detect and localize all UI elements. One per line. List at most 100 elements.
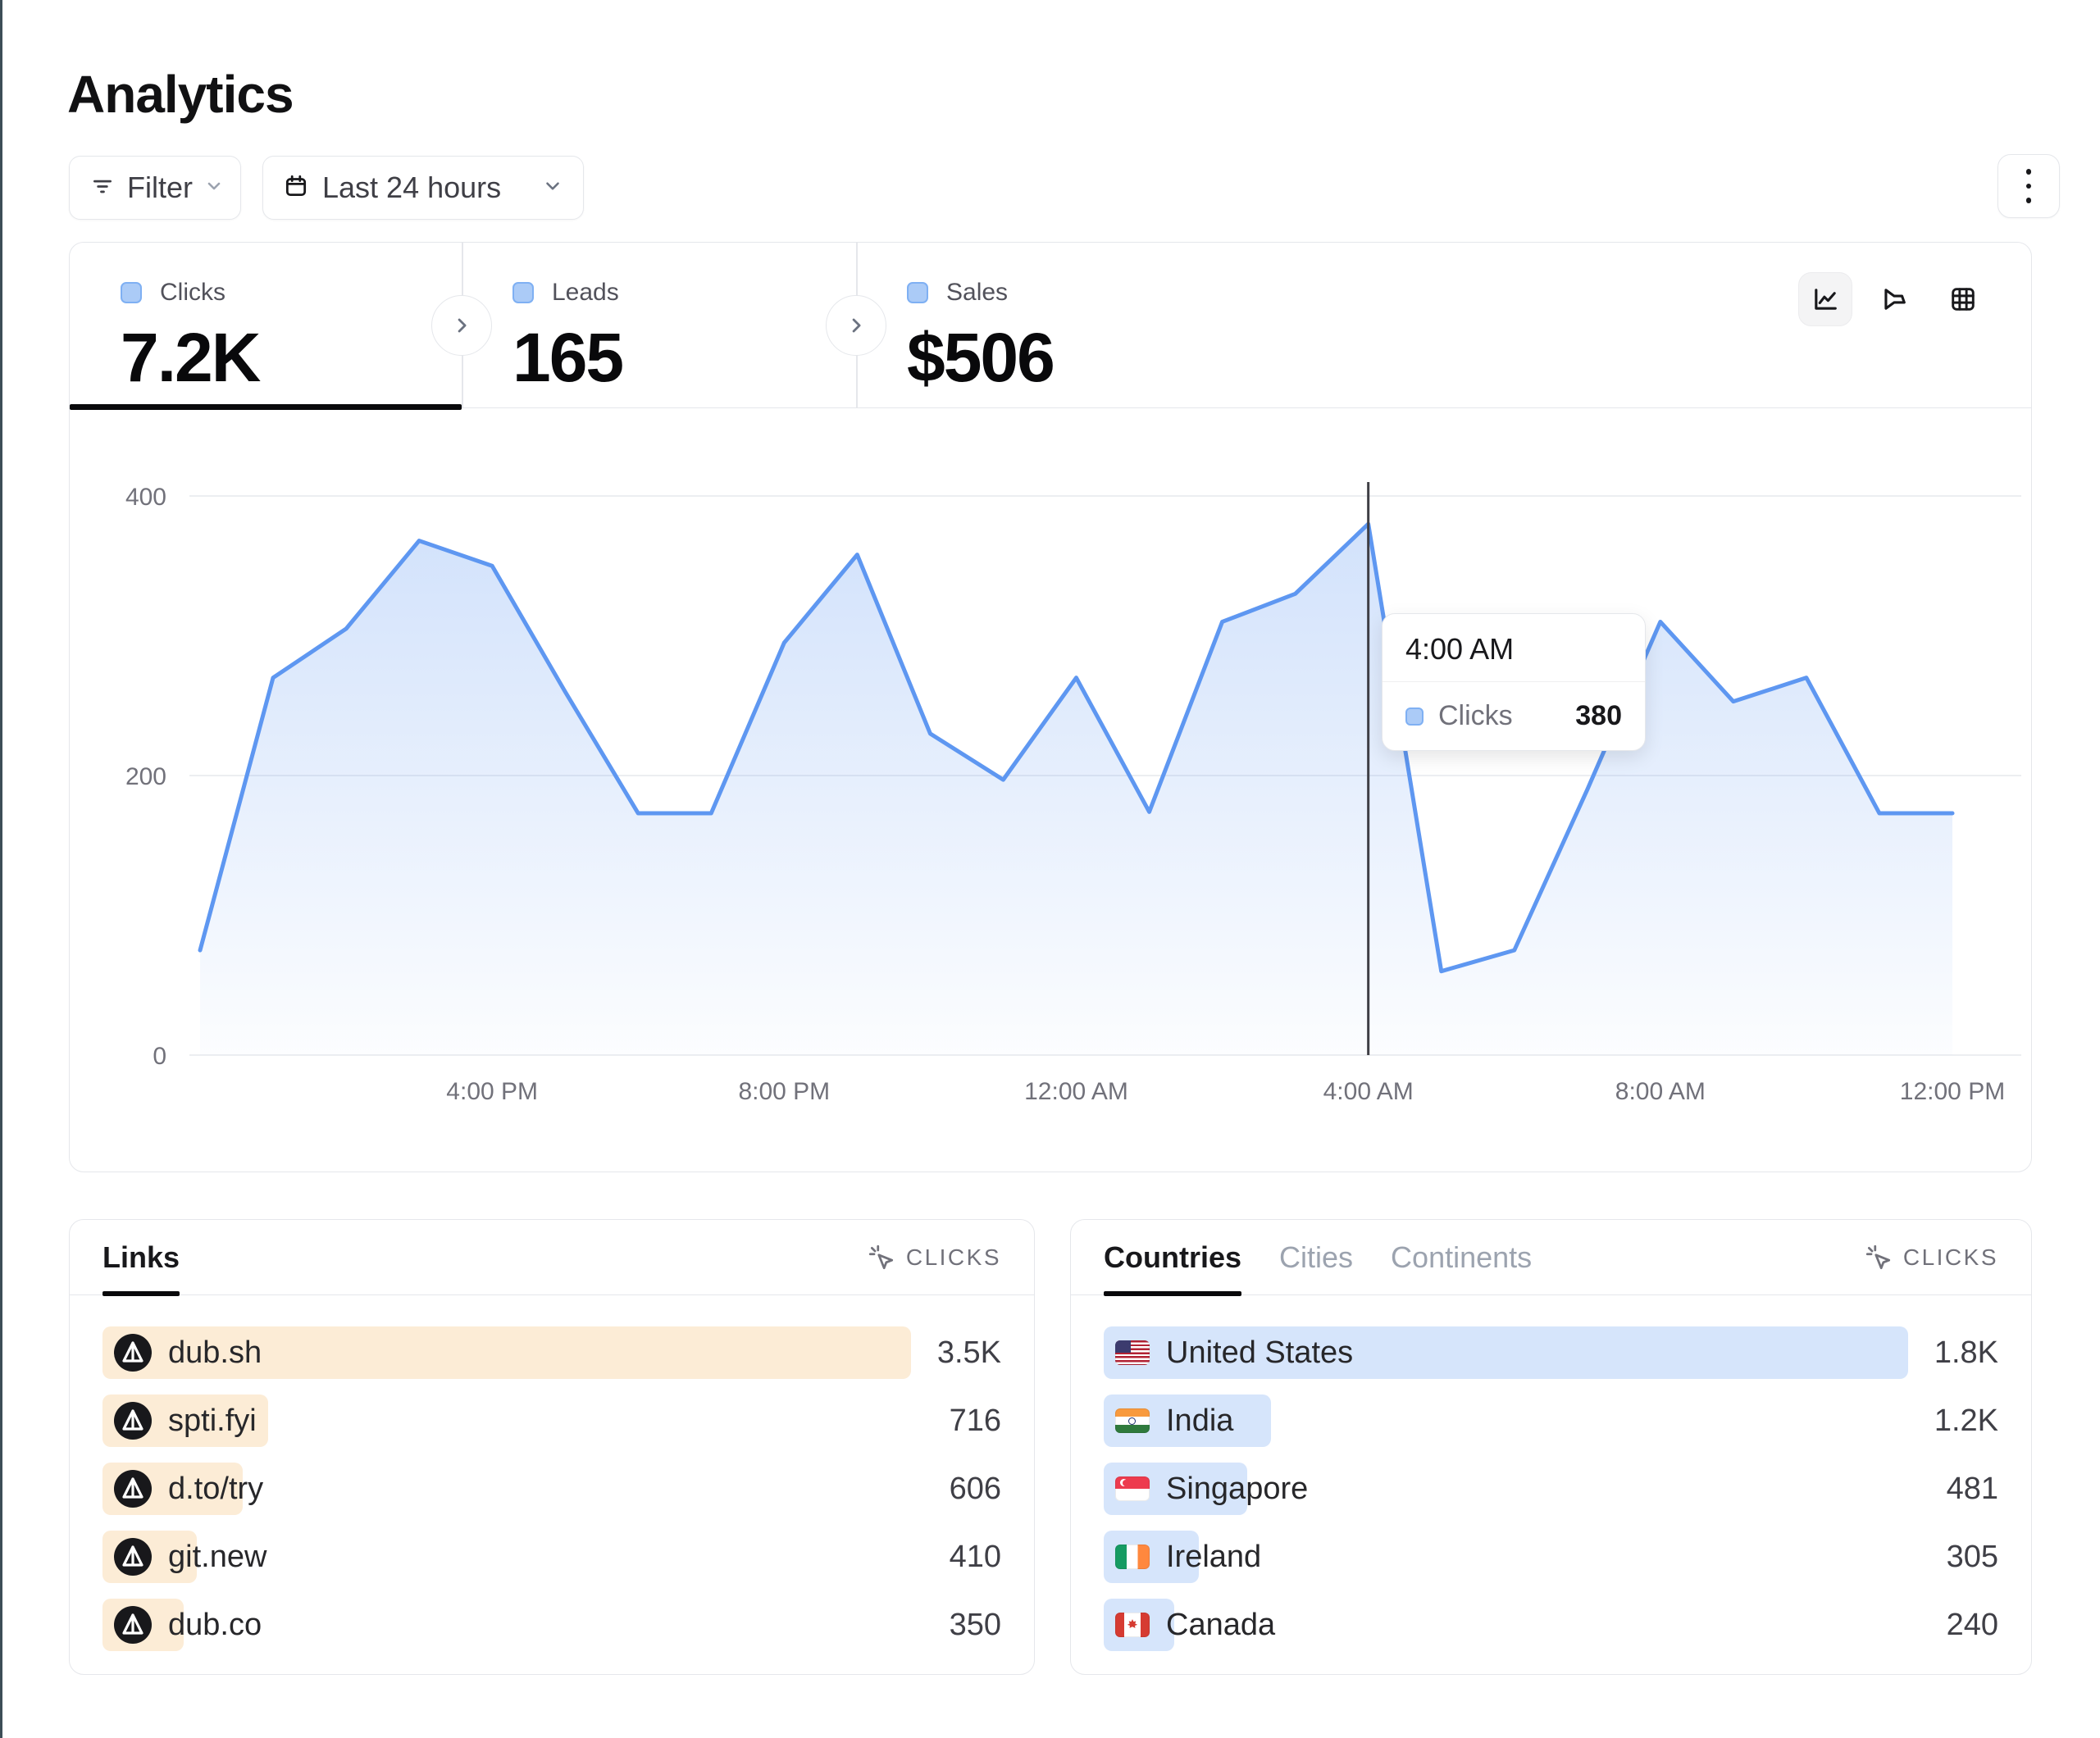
row-bar bbox=[102, 1326, 911, 1379]
tab-sales[interactable]: Sales $506 bbox=[856, 243, 1319, 408]
date-range-button[interactable]: Last 24 hours bbox=[262, 156, 584, 220]
tab-links-label: Links bbox=[102, 1240, 180, 1274]
row-value: 606 bbox=[949, 1471, 1001, 1506]
clicks-line bbox=[198, 521, 1955, 974]
calendar-icon bbox=[283, 173, 309, 203]
funnel-view-button[interactable] bbox=[1867, 272, 1921, 326]
clicks-area-chart[interactable]: 0 200 400 4:00 PM 8:00 PM 12:00 AM 4:00 AM 8:00… bbox=[70, 408, 2033, 1171]
row-value: 716 bbox=[949, 1403, 1001, 1438]
link-favicon bbox=[114, 1538, 152, 1576]
chevron-down-icon bbox=[204, 176, 224, 200]
tooltip-time: 4:00 AM bbox=[1383, 614, 1645, 682]
country-flag-icon bbox=[1115, 1476, 1150, 1501]
link-favicon bbox=[114, 1470, 152, 1508]
list-item[interactable]: India 1.2K bbox=[1104, 1394, 1998, 1447]
table-view-button[interactable] bbox=[1936, 272, 1990, 326]
clicks-tab-value: 7.2K bbox=[121, 319, 261, 396]
chart-view-switcher bbox=[1798, 272, 1990, 326]
tab-leads[interactable]: Leads 165 bbox=[462, 243, 856, 408]
tooltip-legend-square bbox=[1405, 707, 1424, 726]
list-item[interactable]: dub.co 350 bbox=[102, 1599, 1001, 1651]
links-metric-switcher[interactable]: CLICKS bbox=[867, 1220, 1001, 1294]
list-item[interactable]: Canada 240 bbox=[1104, 1599, 1998, 1651]
cursor-click-icon bbox=[1865, 1244, 1890, 1269]
stats-tab-bar: Clicks 7.2K Leads 165 Sales $506 bbox=[70, 243, 2031, 410]
tab-cities-label: Cities bbox=[1279, 1240, 1354, 1274]
tab-links[interactable]: Links bbox=[102, 1220, 180, 1296]
row-label: d.to/try bbox=[168, 1471, 264, 1506]
kebab-dot bbox=[2025, 198, 2032, 203]
line-chart-view-button[interactable] bbox=[1798, 272, 1852, 326]
analytics-card: Clicks 7.2K Leads 165 Sales $506 bbox=[69, 242, 2032, 1172]
active-tab-underline bbox=[70, 404, 462, 410]
window-edge-accent bbox=[0, 0, 2, 1738]
tab-countries[interactable]: Countries bbox=[1104, 1220, 1242, 1296]
cursor-click-icon bbox=[868, 1244, 893, 1269]
country-flag-icon bbox=[1115, 1545, 1150, 1569]
chevron-right-icon bbox=[852, 318, 861, 333]
x-axis-tick: 12:00 PM bbox=[1900, 1078, 2005, 1105]
y-axis-tick: 400 bbox=[125, 484, 166, 511]
row-value: 240 bbox=[1946, 1607, 1998, 1642]
table-grid-icon bbox=[1952, 288, 1975, 311]
clicks-area-fill bbox=[200, 524, 1952, 1055]
filter-icon bbox=[89, 173, 116, 203]
links-panel: Links CLICKS dub.sh 3.5K spti.fyi 716 d.to/t… bbox=[69, 1219, 1035, 1675]
expand-leads-chevron-button[interactable] bbox=[826, 295, 886, 356]
row-label: Ireland bbox=[1166, 1539, 1262, 1574]
tab-clicks[interactable]: Clicks 7.2K bbox=[70, 243, 462, 410]
row-label: Singapore bbox=[1166, 1471, 1309, 1506]
list-item[interactable]: United States 1.8K bbox=[1104, 1326, 1998, 1379]
clicks-tab-label: Clicks bbox=[160, 279, 225, 306]
row-value: 1.2K bbox=[1934, 1403, 1998, 1438]
list-item[interactable]: dub.sh 3.5K bbox=[102, 1326, 1001, 1379]
x-axis-tick: 4:00 AM bbox=[1323, 1078, 1414, 1105]
expand-clicks-chevron-button[interactable] bbox=[431, 295, 492, 356]
funnel-icon bbox=[1884, 289, 1906, 310]
filter-button-label: Filter bbox=[127, 171, 193, 204]
tab-continents[interactable]: Continents bbox=[1391, 1220, 1532, 1294]
y-axis-tick: 200 bbox=[125, 763, 166, 790]
tooltip-series-label: Clicks bbox=[1438, 700, 1513, 731]
x-axis-tick: 8:00 PM bbox=[738, 1078, 830, 1105]
active-tab-underline bbox=[102, 1290, 180, 1296]
more-options-button[interactable] bbox=[1998, 154, 2060, 218]
list-item[interactable]: Ireland 305 bbox=[1104, 1531, 1998, 1583]
x-axis-tick: 4:00 PM bbox=[446, 1078, 538, 1105]
row-value: 410 bbox=[949, 1539, 1001, 1574]
filter-button[interactable]: Filter bbox=[69, 156, 241, 220]
list-item[interactable]: spti.fyi 716 bbox=[102, 1394, 1001, 1447]
row-label: dub.co bbox=[168, 1607, 262, 1642]
row-value: 305 bbox=[1946, 1539, 1998, 1574]
list-item[interactable]: git.new 410 bbox=[102, 1531, 1001, 1583]
kebab-dot bbox=[2025, 169, 2032, 175]
row-bar bbox=[1104, 1326, 1908, 1379]
chevron-down-icon bbox=[542, 175, 563, 201]
row-value: 350 bbox=[949, 1607, 1001, 1642]
list-item[interactable]: d.to/try 606 bbox=[102, 1463, 1001, 1515]
row-label: Canada bbox=[1166, 1607, 1276, 1642]
chart-tooltip: 4:00 AM Clicks 380 bbox=[1382, 613, 1646, 751]
row-label: India bbox=[1166, 1403, 1234, 1438]
leads-tab-label: Leads bbox=[552, 279, 619, 306]
x-axis-tick: 8:00 AM bbox=[1615, 1078, 1706, 1105]
row-label: spti.fyi bbox=[168, 1403, 257, 1438]
list-item[interactable]: Singapore 481 bbox=[1104, 1463, 1998, 1515]
country-flag-icon bbox=[1115, 1340, 1150, 1365]
link-favicon bbox=[114, 1402, 152, 1440]
row-value: 1.8K bbox=[1934, 1335, 1998, 1370]
active-tab-underline bbox=[1104, 1290, 1242, 1296]
row-label: git.new bbox=[168, 1539, 267, 1574]
countries-panel: Countries Cities Continents CLICKS Unite… bbox=[1070, 1219, 2032, 1675]
tooltip-value: 380 bbox=[1575, 700, 1622, 731]
page-title: Analytics bbox=[67, 65, 294, 124]
y-axis-tick: 0 bbox=[153, 1043, 166, 1070]
country-flag-icon bbox=[1115, 1613, 1150, 1637]
row-label: United States bbox=[1166, 1335, 1354, 1370]
countries-metric-label: CLICKS bbox=[1902, 1244, 1998, 1270]
tab-cities[interactable]: Cities bbox=[1279, 1220, 1353, 1294]
tab-continents-label: Continents bbox=[1391, 1240, 1533, 1274]
leads-tab-value: 165 bbox=[512, 319, 624, 396]
line-chart-icon bbox=[1815, 289, 1837, 310]
countries-metric-switcher[interactable]: CLICKS bbox=[1864, 1220, 1998, 1294]
